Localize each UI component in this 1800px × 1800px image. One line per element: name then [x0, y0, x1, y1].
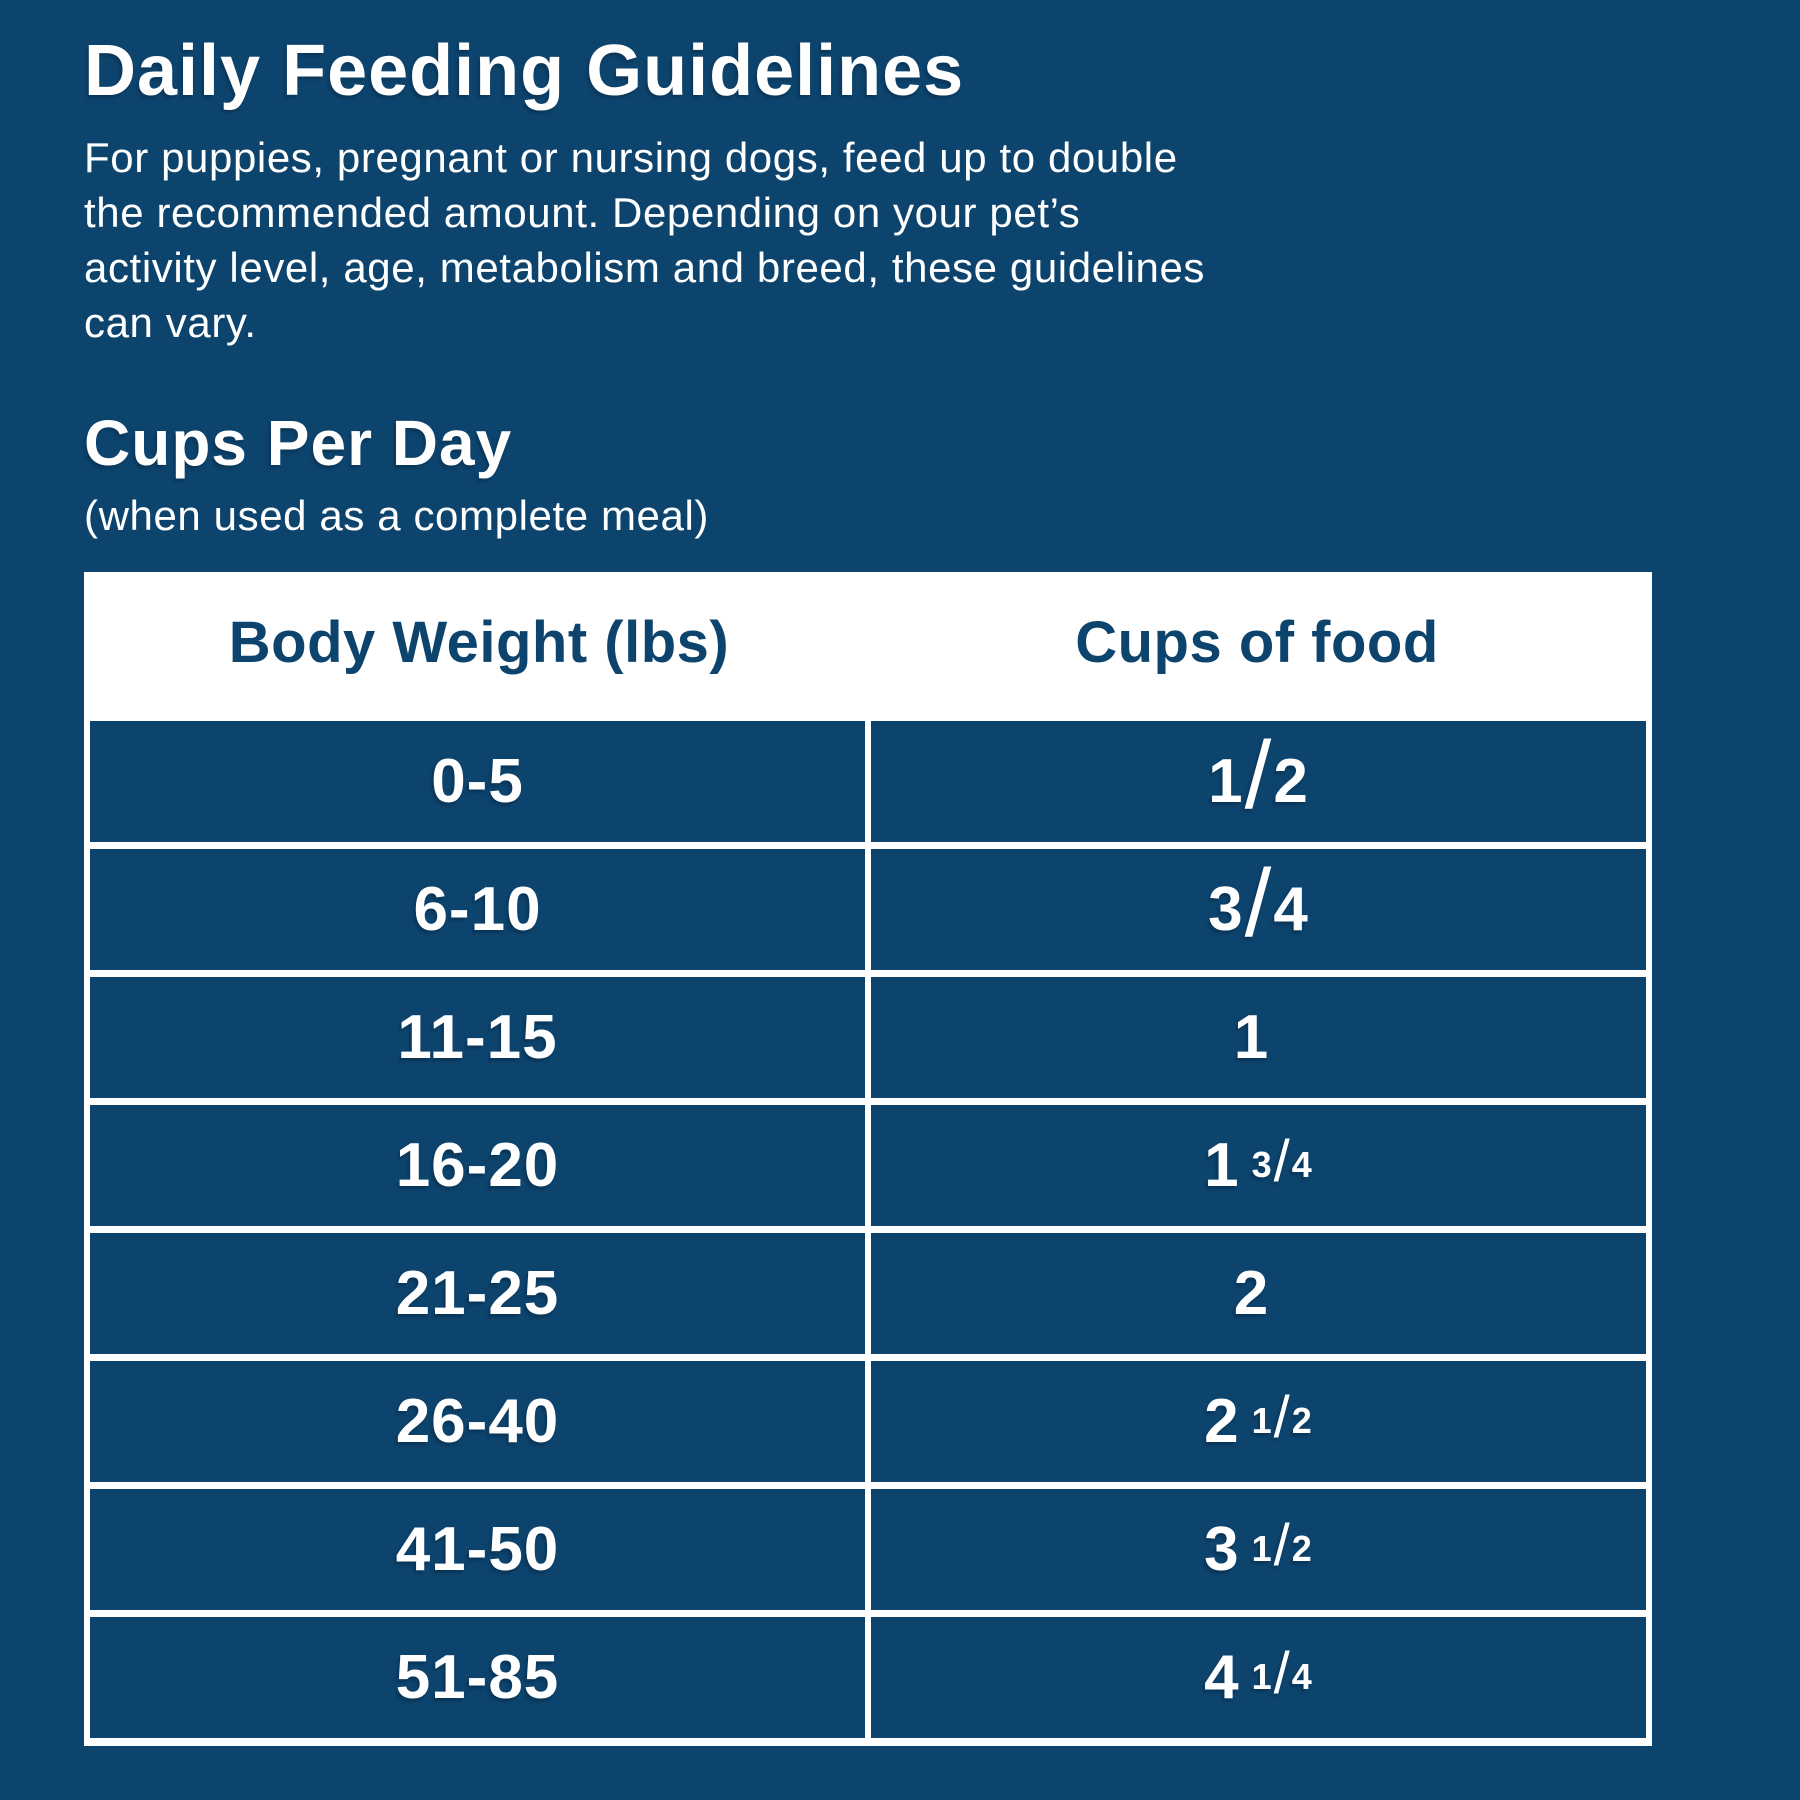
body-weight-cell: 26-40	[90, 1360, 865, 1482]
cups-cell: 2 1/2	[871, 1360, 1646, 1482]
cups-cell: 1	[871, 976, 1646, 1098]
body-weight-cell: 6-10	[90, 848, 865, 970]
table-row: 11-15 1	[90, 976, 1646, 1098]
feeding-table: Body Weight (lbs) Cups of food 0-5 1/2 6…	[84, 571, 1652, 1746]
fraction-numerator: 1	[1251, 1400, 1273, 1442]
body-weight-cell: 0-5	[90, 720, 865, 842]
cups-whole: 4	[1204, 1642, 1240, 1712]
header-cups-of-food: Cups of food	[868, 571, 1646, 714]
fraction-numerator: 3	[1208, 874, 1244, 944]
fraction-denominator: 4	[1291, 1656, 1313, 1698]
table-row: 6-10 3/4	[90, 848, 1646, 970]
fraction-denominator: 4	[1273, 874, 1309, 944]
fraction-numerator: 1	[1251, 1656, 1273, 1698]
cups-cell: 1 3/4	[871, 1104, 1646, 1226]
page-title: Daily Feeding Guidelines	[84, 31, 965, 111]
intro-line: activity level, age, metabolism and bree…	[84, 243, 1206, 291]
table-row: 41-50 3 1/2	[90, 1488, 1646, 1610]
table-row: 16-20 1 3/4	[90, 1104, 1646, 1226]
cups-cell: 4 1/4	[871, 1616, 1646, 1738]
cups-cell: 2	[871, 1232, 1646, 1354]
cups-cell: 3/4	[871, 848, 1646, 970]
intro-line: can vary.	[84, 298, 257, 346]
fraction-denominator: 2	[1291, 1400, 1313, 1442]
cups-cell: 3 1/2	[871, 1488, 1646, 1610]
intro-line: For puppies, pregnant or nursing dogs, f…	[84, 133, 1178, 181]
fraction-numerator: 1	[1251, 1528, 1273, 1570]
body-weight-cell: 16-20	[90, 1104, 865, 1226]
table-header-row: Body Weight (lbs) Cups of food	[90, 571, 1646, 714]
table-row: 0-5 1/2	[90, 720, 1646, 842]
fraction-denominator: 4	[1291, 1144, 1313, 1186]
table-row: 21-25 2	[90, 1232, 1646, 1354]
fraction-denominator: 2	[1273, 746, 1309, 816]
header-body-weight: Body Weight (lbs)	[90, 571, 868, 714]
cups-whole: 1	[1233, 1002, 1270, 1072]
body-weight-cell: 51-85	[90, 1616, 865, 1738]
cups-cell: 1/2	[871, 720, 1646, 842]
intro-text: For puppies, pregnant or nursing dogs, f…	[84, 130, 1800, 350]
body-weight-cell: 11-15	[90, 976, 865, 1098]
section-subtitle: (when used as a complete meal)	[84, 491, 709, 539]
table-row: 26-40 2 1/2	[90, 1360, 1646, 1482]
cups-whole: 2	[1233, 1258, 1270, 1328]
cups-whole: 3	[1204, 1514, 1240, 1584]
cups-whole: 2	[1204, 1386, 1240, 1456]
intro-line: the recommended amount. Depending on you…	[84, 188, 1081, 236]
cups-whole: 1	[1204, 1130, 1240, 1200]
fraction-numerator: 3	[1251, 1144, 1273, 1186]
section-title: Cups Per Day	[84, 406, 513, 479]
body-weight-cell: 41-50	[90, 1488, 865, 1610]
body-weight-cell: 21-25	[90, 1232, 865, 1354]
fraction-numerator: 1	[1208, 746, 1244, 816]
fraction-denominator: 2	[1291, 1528, 1313, 1570]
table-row: 51-85 4 1/4	[90, 1616, 1646, 1738]
